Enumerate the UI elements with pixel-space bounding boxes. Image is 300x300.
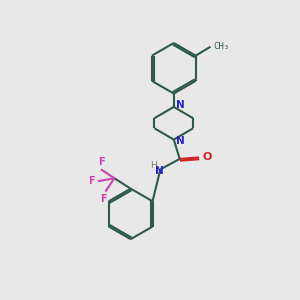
Text: N: N <box>176 136 185 146</box>
Text: F: F <box>88 176 94 186</box>
Text: F: F <box>100 194 107 204</box>
Text: O: O <box>202 152 211 162</box>
Text: CH₃: CH₃ <box>213 42 229 51</box>
Text: F: F <box>98 157 104 167</box>
Text: N: N <box>154 166 163 176</box>
Text: N: N <box>176 100 185 110</box>
Text: H: H <box>151 161 157 170</box>
